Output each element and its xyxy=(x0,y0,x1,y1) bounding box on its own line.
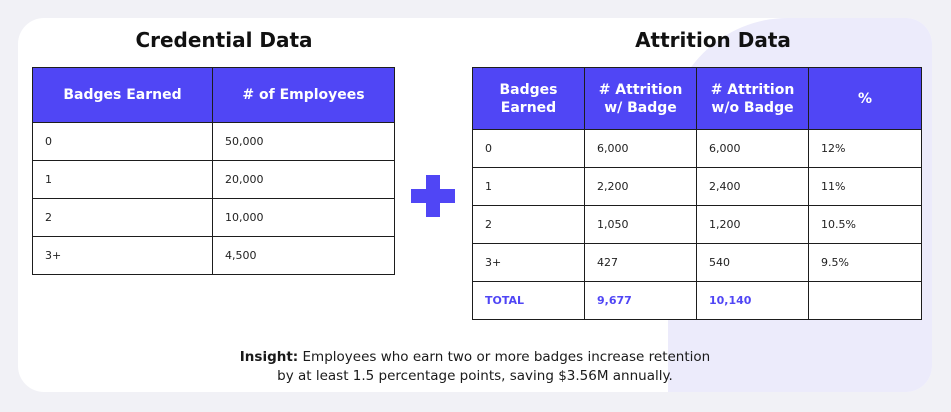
table-row: 3+ 427 540 9.5% xyxy=(472,243,922,282)
table-row: 3+ 4,500 xyxy=(32,236,395,275)
insight-label: Insight: xyxy=(239,349,299,365)
card: Credential Data Attrition Data Badges Ea… xyxy=(18,18,932,392)
table-row: 1 2,200 2,400 11% xyxy=(472,167,922,206)
credential-header-row: Badges Earned # of Employees xyxy=(32,67,395,123)
cell-employees: 50,000 xyxy=(212,122,395,161)
cell-badges: 0 xyxy=(32,122,213,161)
insight-line-1: Insight: Employees who earn two or more … xyxy=(18,348,932,367)
cell-badges: 3+ xyxy=(472,243,585,282)
credential-table: Badges Earned # of Employees 0 50,000 1 … xyxy=(32,67,395,275)
cell-badges: 0 xyxy=(472,129,585,168)
header-percent: % xyxy=(808,67,922,130)
cell-employees: 10,000 xyxy=(212,198,395,237)
table-row: 2 1,050 1,200 10.5% xyxy=(472,205,922,244)
header-employees: # of Employees xyxy=(212,67,395,123)
attrition-table: Badges Earned # Attrition w/ Badge # Att… xyxy=(472,67,922,320)
table-row: 2 10,000 xyxy=(32,198,395,237)
cell-badges: 1 xyxy=(472,167,585,206)
total-with-badge: 9,677 xyxy=(584,281,697,320)
cell-with-badge: 2,200 xyxy=(584,167,697,206)
header-attrition-with-badge: # Attrition w/ Badge xyxy=(584,67,697,130)
header-attrition-without-badge: # Attrition w/o Badge xyxy=(696,67,809,130)
attrition-title: Attrition Data xyxy=(635,28,791,52)
total-percent xyxy=(808,281,922,320)
table-row: 0 6,000 6,000 12% xyxy=(472,129,922,168)
cell-percent: 9.5% xyxy=(808,243,922,282)
header-badges-earned: Badges Earned xyxy=(472,67,585,130)
header-badges-earned: Badges Earned xyxy=(32,67,213,123)
cell-badges: 3+ xyxy=(32,236,213,275)
cell-without-badge: 540 xyxy=(696,243,809,282)
cell-badges: 2 xyxy=(472,205,585,244)
cell-with-badge: 1,050 xyxy=(584,205,697,244)
cell-without-badge: 1,200 xyxy=(696,205,809,244)
total-label: TOTAL xyxy=(472,281,585,320)
cell-with-badge: 427 xyxy=(584,243,697,282)
attrition-header-row: Badges Earned # Attrition w/ Badge # Att… xyxy=(472,67,922,130)
insight-text: Insight: Employees who earn two or more … xyxy=(18,348,932,386)
insight-line1-text: Employees who earn two or more badges in… xyxy=(298,349,711,365)
table-row: 1 20,000 xyxy=(32,160,395,199)
cell-with-badge: 6,000 xyxy=(584,129,697,168)
cell-percent: 10.5% xyxy=(808,205,922,244)
total-without-badge: 10,140 xyxy=(696,281,809,320)
table-row: 0 50,000 xyxy=(32,122,395,161)
cell-percent: 12% xyxy=(808,129,922,168)
plus-icon xyxy=(411,175,455,217)
cell-badges: 2 xyxy=(32,198,213,237)
insight-line-2: by at least 1.5 percentage points, savin… xyxy=(277,368,673,384)
cell-without-badge: 6,000 xyxy=(696,129,809,168)
cell-employees: 20,000 xyxy=(212,160,395,199)
total-row: TOTAL 9,677 10,140 xyxy=(472,281,922,320)
cell-badges: 1 xyxy=(32,160,213,199)
cell-percent: 11% xyxy=(808,167,922,206)
cell-employees: 4,500 xyxy=(212,236,395,275)
cell-without-badge: 2,400 xyxy=(696,167,809,206)
credential-title: Credential Data xyxy=(135,28,313,52)
